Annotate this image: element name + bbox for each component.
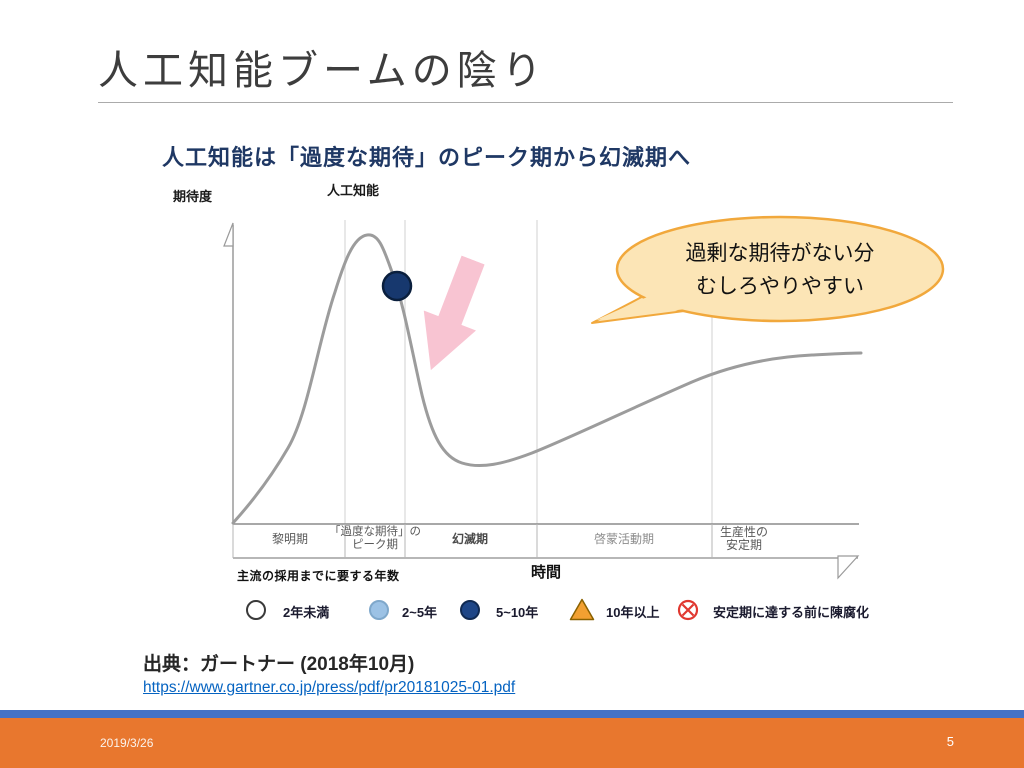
speech-bubble-line2: むしろやりやすい bbox=[696, 275, 864, 298]
hype-cycle-chart bbox=[223, 220, 863, 580]
legend-label-2-5yr: 2~5年 bbox=[402, 605, 438, 620]
legend-title: 主流の採用までに要する年数 bbox=[237, 569, 400, 583]
y-axis-arrow-icon bbox=[223, 222, 234, 247]
phase-separators bbox=[232, 524, 713, 558]
footer-bar bbox=[0, 718, 1024, 768]
light-blue-circle-icon bbox=[369, 600, 389, 620]
phase-label-disillusionment: 幻滅期 bbox=[451, 532, 488, 546]
y-axis-label: 期待度 bbox=[173, 189, 213, 204]
phase-label-peak: 「過度な期待」の ピーク期 bbox=[329, 526, 421, 551]
ai-position-marker bbox=[381, 270, 413, 302]
page-number: 5 bbox=[946, 734, 954, 749]
legend-label-obsolete: 安定期に達する前に陳腐化 bbox=[713, 605, 870, 620]
title-divider bbox=[98, 102, 953, 103]
source-citation: 出典：ガートナー (2018年10月) bbox=[143, 654, 415, 675]
x-axis-arrow-icon bbox=[837, 555, 860, 580]
phase-label-enlightenment: 啓蒙活動期 bbox=[593, 532, 654, 546]
chart-headline: 人工知能は「過度な期待」のピーク期から幻滅期へ bbox=[162, 145, 692, 170]
footer-accent-bar bbox=[0, 710, 1024, 718]
phase-label-productivity: 生産性の 安定期 bbox=[719, 525, 768, 552]
legend-label-over-10yr: 10年以上 bbox=[606, 605, 660, 620]
footer-date: 2019/3/26 bbox=[100, 736, 154, 750]
speech-bubble bbox=[591, 215, 945, 324]
slide-title: 人工知能ブームの陰り bbox=[98, 49, 547, 93]
source-link[interactable]: https://www.gartner.co.jp/press/pdf/pr20… bbox=[143, 679, 516, 696]
legend-label-5-10yr: 5~10年 bbox=[496, 605, 539, 620]
x-axis-label: 時間 bbox=[530, 564, 561, 581]
orange-triangle-icon bbox=[569, 598, 595, 621]
phase-label-dawn: 黎明期 bbox=[271, 532, 308, 546]
dark-blue-circle-icon bbox=[460, 600, 480, 620]
open-circle-icon bbox=[246, 600, 266, 620]
speech-bubble-line1: 過剰な期待がない分 bbox=[685, 242, 875, 265]
speech-bubble-text: 過剰な期待がない分 むしろやりやすい bbox=[615, 237, 945, 303]
curve-series-label: 人工知能 bbox=[327, 183, 380, 198]
legend-label-under-2yr: 2年未満 bbox=[283, 605, 330, 620]
crossed-circle-icon bbox=[677, 599, 699, 621]
hype-cycle-curve bbox=[231, 233, 863, 525]
